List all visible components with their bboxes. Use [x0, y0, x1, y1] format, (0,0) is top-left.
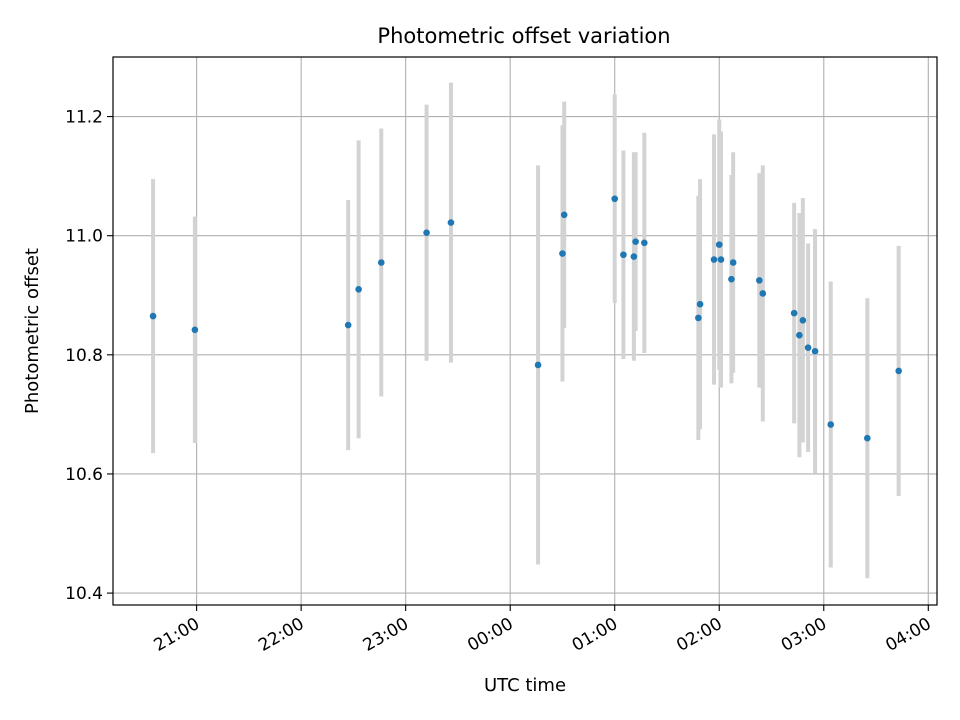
y-tick-label: 10.6 [65, 465, 103, 485]
data-point [534, 361, 542, 369]
data-point [728, 275, 735, 283]
data-point [717, 256, 725, 263]
y-tick-label: 10.8 [65, 346, 103, 366]
data-point [423, 229, 430, 237]
y-axis-label: Photometric offset [22, 248, 43, 414]
data-point [729, 259, 737, 266]
data-point [355, 286, 362, 293]
data-point [560, 211, 568, 219]
data-point [641, 239, 648, 247]
x-tick-label: 01:00 [569, 614, 621, 656]
data-point [796, 331, 803, 339]
data-point [191, 326, 199, 334]
data-point [632, 238, 639, 245]
data-point [611, 195, 619, 203]
data-point [447, 219, 455, 226]
data-point [790, 309, 798, 317]
x-tick-label: 21:00 [151, 614, 203, 656]
data-point [377, 259, 385, 266]
x-tick-label: 04:00 [882, 614, 934, 656]
x-tick-label: 00:00 [464, 614, 516, 656]
data-point [696, 300, 704, 308]
data-point [620, 251, 627, 259]
data-point [756, 277, 763, 284]
data-point [827, 421, 835, 428]
data-point [864, 434, 871, 442]
chart-title: Photometric offset variation [377, 24, 670, 48]
x-axis-label: UTC time [484, 675, 566, 696]
y-tick-label: 11.2 [65, 108, 103, 128]
data-point [895, 367, 902, 375]
y-tick-label: 11.0 [65, 227, 103, 247]
data-points [149, 195, 902, 442]
x-tick-label: 23:00 [360, 614, 412, 656]
data-point [759, 290, 767, 297]
data-point [710, 256, 718, 263]
x-tick-label: 22:00 [255, 614, 307, 656]
x-tick-label: 02:00 [673, 614, 725, 656]
data-point [695, 314, 702, 322]
x-tick-label: 03:00 [778, 614, 830, 656]
data-point [799, 316, 807, 324]
y-tick-label: 10.4 [65, 584, 103, 604]
plot-frame [112, 56, 938, 606]
data-point [344, 321, 352, 329]
data-point [630, 253, 638, 260]
data-point [559, 250, 566, 257]
error-bars [151, 82, 901, 579]
data-point [811, 347, 819, 355]
data-point [715, 241, 723, 248]
data-point [149, 312, 157, 320]
data-point [804, 344, 812, 351]
